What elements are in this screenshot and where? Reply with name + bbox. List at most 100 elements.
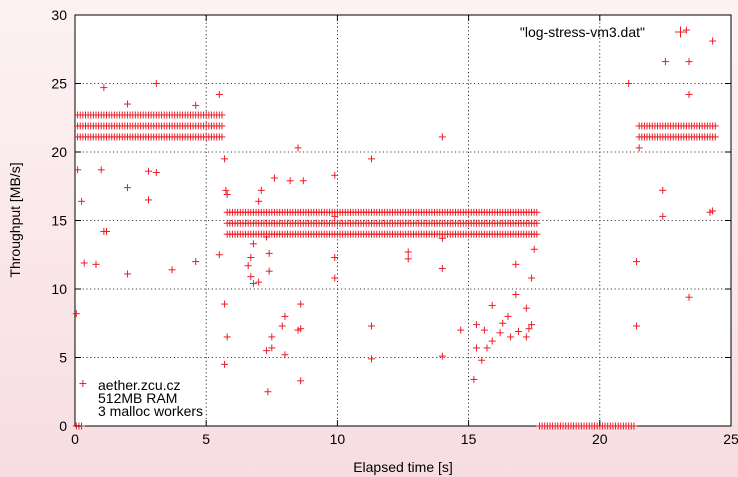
data-point bbox=[297, 325, 305, 333]
data-point bbox=[404, 255, 412, 263]
data-point bbox=[438, 133, 446, 141]
data-point bbox=[530, 245, 538, 253]
data-point bbox=[297, 377, 305, 385]
data-point bbox=[123, 100, 131, 108]
data-point bbox=[100, 84, 108, 92]
data-point bbox=[682, 26, 690, 34]
data-point bbox=[92, 260, 100, 268]
data-point bbox=[223, 190, 231, 198]
data-point bbox=[297, 300, 305, 308]
annotation-ram: 512MB RAM bbox=[98, 390, 177, 406]
band-point bbox=[218, 122, 226, 130]
data-point bbox=[265, 249, 273, 257]
data-point bbox=[472, 321, 480, 329]
data-point bbox=[472, 344, 480, 352]
data-point bbox=[249, 280, 257, 288]
data-point bbox=[265, 267, 273, 275]
data-point bbox=[331, 171, 339, 179]
data-point bbox=[525, 325, 533, 333]
data-point bbox=[80, 259, 88, 267]
data-point bbox=[97, 166, 105, 174]
data-point bbox=[281, 312, 289, 320]
data-point bbox=[221, 300, 229, 308]
data-point bbox=[512, 290, 520, 298]
data-point bbox=[331, 274, 339, 282]
data-point bbox=[152, 80, 160, 87]
band-point bbox=[711, 122, 719, 130]
data-point bbox=[263, 347, 271, 355]
data-point bbox=[244, 262, 252, 270]
data-point bbox=[659, 212, 667, 220]
data-point bbox=[247, 273, 255, 281]
data-point bbox=[368, 155, 376, 163]
band-point bbox=[533, 208, 541, 216]
x-tick-label: 15 bbox=[461, 431, 477, 447]
data-point bbox=[257, 186, 265, 194]
data-point bbox=[152, 169, 160, 177]
annotation-host: aether.zcu.cz bbox=[98, 377, 181, 393]
band-point bbox=[711, 133, 719, 141]
data-point bbox=[368, 355, 376, 363]
data-point bbox=[144, 167, 152, 175]
axis-ticks: 0 5 10 15 20 25 0 5 10 15 20 25 30 bbox=[51, 7, 738, 447]
data-points bbox=[72, 26, 719, 430]
data-point bbox=[368, 322, 376, 330]
data-point bbox=[488, 337, 496, 345]
data-point bbox=[496, 329, 504, 337]
data-point bbox=[709, 37, 717, 45]
data-point bbox=[79, 380, 87, 388]
data-point bbox=[685, 90, 693, 98]
data-point bbox=[480, 326, 488, 334]
data-point bbox=[123, 184, 131, 192]
annotation-workers: 3 malloc workers bbox=[98, 403, 203, 419]
data-point bbox=[268, 333, 276, 341]
x-tick-label: 0 bbox=[71, 431, 79, 447]
data-point bbox=[522, 333, 530, 341]
data-point bbox=[78, 197, 86, 205]
data-point bbox=[478, 356, 486, 364]
x-tick-label: 25 bbox=[723, 431, 738, 447]
data-point bbox=[438, 264, 446, 272]
data-point bbox=[247, 253, 255, 261]
data-point bbox=[221, 360, 229, 368]
data-point bbox=[507, 333, 515, 341]
data-point bbox=[499, 319, 507, 327]
data-point bbox=[222, 186, 230, 194]
data-point bbox=[709, 207, 717, 215]
data-point bbox=[685, 58, 693, 66]
data-point bbox=[404, 248, 412, 256]
data-point bbox=[483, 344, 491, 352]
data-point bbox=[514, 327, 522, 335]
data-point bbox=[635, 144, 643, 152]
y-tick-label: 5 bbox=[59, 350, 67, 366]
data-point bbox=[278, 322, 286, 330]
band-point bbox=[218, 111, 226, 119]
y-tick-label: 15 bbox=[51, 213, 67, 229]
data-point bbox=[470, 375, 478, 383]
data-point bbox=[215, 90, 223, 98]
data-point bbox=[457, 326, 465, 334]
data-point bbox=[74, 166, 82, 174]
band-point bbox=[630, 422, 638, 430]
y-tick-label: 10 bbox=[51, 281, 67, 297]
data-point bbox=[522, 304, 530, 312]
y-tick-label: 30 bbox=[51, 7, 67, 23]
y-tick-label: 0 bbox=[59, 418, 67, 434]
data-point bbox=[270, 174, 278, 182]
data-point bbox=[264, 388, 272, 396]
x-tick-label: 10 bbox=[330, 431, 346, 447]
data-point bbox=[255, 197, 263, 205]
data-point bbox=[168, 266, 176, 274]
data-point bbox=[223, 333, 231, 341]
x-tick-label: 20 bbox=[592, 431, 608, 447]
data-point bbox=[192, 258, 200, 266]
data-point bbox=[528, 274, 536, 282]
x-tick-label: 5 bbox=[202, 431, 210, 447]
data-point bbox=[192, 101, 200, 109]
y-axis-title: Throughput [MB/s] bbox=[7, 162, 23, 277]
data-point bbox=[221, 155, 229, 163]
data-point bbox=[144, 196, 152, 204]
data-point bbox=[286, 177, 294, 185]
data-point bbox=[528, 321, 536, 329]
